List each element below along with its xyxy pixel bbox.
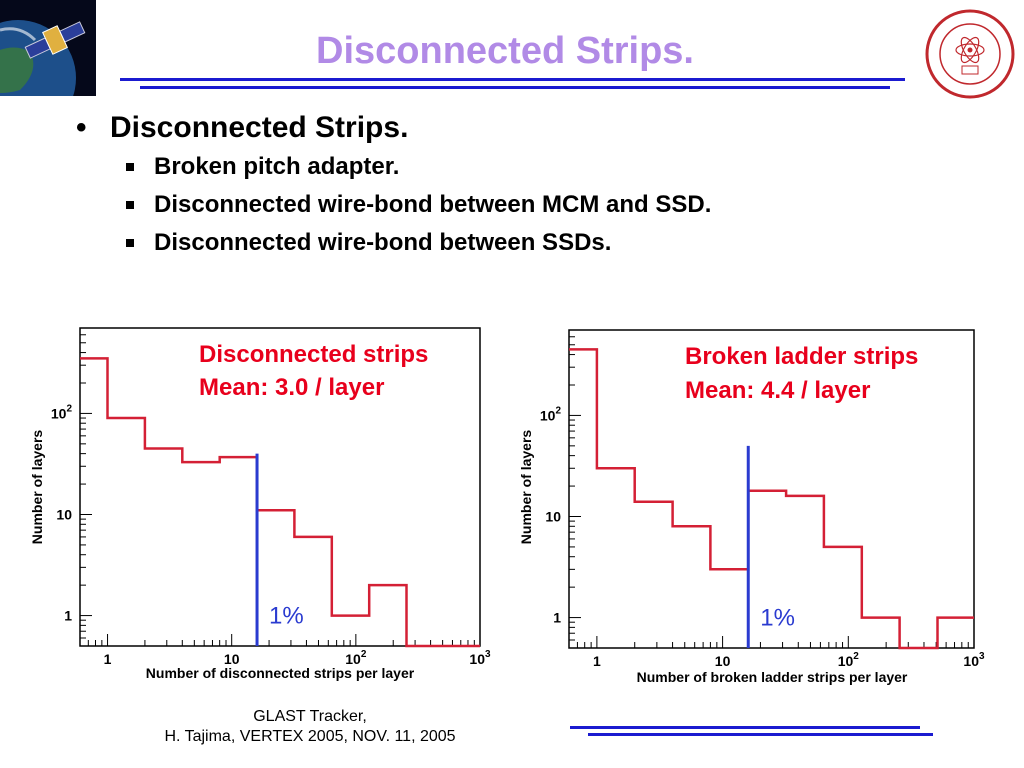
y-tick-label: 102 <box>540 405 562 423</box>
sub-bullet: Disconnected wire-bond between MCM and S… <box>70 186 711 224</box>
footer-rule-bottom <box>588 733 933 736</box>
square-bullet-icon <box>126 163 134 171</box>
sub-bullet: Disconnected wire-bond between SSDs. <box>70 224 711 262</box>
annotation-line-2: Mean: 4.4 / layer <box>685 377 870 404</box>
square-bullet-icon <box>126 239 134 247</box>
x-tick-label: 10 <box>224 651 240 667</box>
x-tick-label: 102 <box>838 651 860 669</box>
cut-label: 1% <box>760 605 795 632</box>
square-bullet-icon <box>126 201 134 209</box>
y-tick-label: 10 <box>56 506 72 522</box>
title-rule-top <box>120 78 905 81</box>
sub-bullet-text: Broken pitch adapter. <box>154 153 400 180</box>
bullet-list: • Disconnected Strips. Broken pitch adap… <box>70 108 711 262</box>
x-axis-label: Number of broken ladder strips per layer <box>637 669 908 685</box>
x-tick-label: 1 <box>593 653 601 669</box>
bullet-dot: • <box>76 111 87 144</box>
footer: GLAST Tracker, H. Tajima, VERTEX 2005, N… <box>110 707 510 747</box>
y-tick-label: 1 <box>553 610 561 626</box>
sub-bullet-text: Disconnected wire-bond between SSDs. <box>154 229 612 256</box>
x-tick-label: 1 <box>104 651 112 667</box>
page-title: Disconnected Strips. <box>316 30 694 72</box>
y-axis-label: Number of layers <box>518 430 534 545</box>
x-tick-label: 103 <box>469 649 491 667</box>
cut-label: 1% <box>269 603 304 630</box>
x-tick-label: 102 <box>345 649 367 667</box>
y-axis-label: Number of layers <box>29 430 45 545</box>
annotation-line-1: Disconnected strips <box>199 341 428 368</box>
slac-seal-logo <box>925 9 1015 99</box>
plot-frame <box>568 329 975 649</box>
footer-rule-top <box>570 726 920 729</box>
sub-bullet-text: Disconnected wire-bond between MCM and S… <box>154 191 712 218</box>
bullet-main-text: Disconnected Strips. <box>110 111 409 144</box>
x-axis-label: Number of disconnected strips per layer <box>146 665 415 681</box>
bullet-main: • Disconnected Strips. <box>70 108 711 148</box>
y-tick-label: 102 <box>51 403 73 421</box>
plot-frame <box>79 327 481 647</box>
x-tick-label: 10 <box>715 653 731 669</box>
x-tick-label: 103 <box>963 651 985 669</box>
annotation-line-2: Mean: 3.0 / layer <box>199 374 384 401</box>
footer-line-2: H. Tajima, VERTEX 2005, NOV. 11, 2005 <box>164 728 456 745</box>
title-rule-bottom <box>140 86 890 89</box>
footer-line-1: GLAST Tracker, <box>253 708 367 725</box>
y-tick-label: 10 <box>545 508 561 524</box>
sub-bullet: Broken pitch adapter. <box>70 148 711 186</box>
annotation-line-1: Broken ladder strips <box>685 343 918 370</box>
y-tick-label: 1 <box>64 608 72 624</box>
histogram-disconnected-strips: 1 10 102 103 1 10 102 1% Disconnected strips M… <box>29 327 491 681</box>
histogram-line <box>569 348 974 650</box>
glast-satellite-logo <box>0 0 96 96</box>
